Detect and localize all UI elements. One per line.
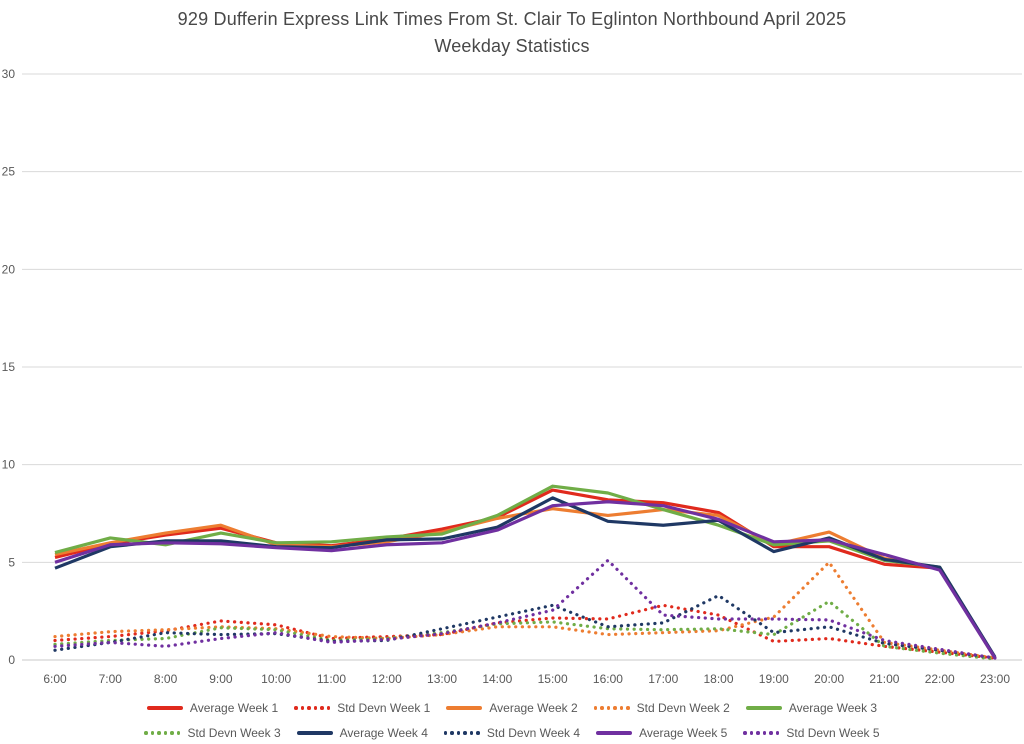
- series-lines: [53, 484, 997, 661]
- y-tick-label: 25: [2, 165, 16, 179]
- x-tick-label: 23:00: [980, 672, 1010, 686]
- series-line-average-week-3: [54, 484, 997, 659]
- legend-item-average-week-4: Average Week 4: [296, 726, 428, 740]
- x-tick-label: 6:00: [43, 672, 67, 686]
- legend-label: Std Devn Week 5: [786, 726, 880, 740]
- legend-item-std-devn-week-3: Std Devn Week 3: [144, 726, 281, 740]
- legend-dotted-line-swatch: [593, 706, 630, 710]
- x-tick-label: 19:00: [759, 672, 789, 686]
- series-line-std-devn-week-1: [53, 603, 997, 660]
- series-line-average-week-1: [54, 488, 997, 659]
- legend-item-average-week-3: Average Week 3: [745, 701, 878, 715]
- legend-solid-line-swatch: [745, 706, 782, 710]
- x-tick-label: 20:00: [814, 672, 844, 686]
- y-tick-label: 15: [2, 360, 16, 374]
- y-tick-label: 0: [8, 653, 15, 667]
- x-tick-label: 17:00: [648, 672, 678, 686]
- x-tick-label: 22:00: [925, 672, 955, 686]
- legend-solid-line-swatch: [146, 706, 183, 710]
- x-tick-label: 16:00: [593, 672, 623, 686]
- chart-title-line1: 929 Dufferin Express Link Times From St.…: [177, 9, 847, 29]
- chart-legend-row-1: Average Week 1 Std Devn Week 1 Average Wee…: [0, 701, 1024, 715]
- legend-label: Average Week 2: [489, 701, 578, 715]
- legend-item-average-week-2: Average Week 2: [446, 701, 578, 715]
- legend-label: Average Week 5: [639, 726, 728, 740]
- legend-item-std-devn-week-4: Std Devn Week 4: [443, 726, 581, 740]
- x-tick-label: 12:00: [372, 672, 402, 686]
- legend-dotted-line-swatch: [743, 731, 780, 735]
- x-tick-label: 10:00: [261, 672, 291, 686]
- legend-solid-line-swatch: [596, 731, 633, 735]
- x-tick-label: 13:00: [427, 672, 457, 686]
- legend-label: Std Devn Week 1: [337, 701, 431, 715]
- x-tick-label: 7:00: [99, 672, 123, 686]
- x-tick-label: 14:00: [482, 672, 512, 686]
- x-tick-label: 11:00: [317, 672, 346, 686]
- legend-item-average-week-5: Average Week 5: [596, 726, 727, 740]
- legend-item-std-devn-week-2: Std Devn Week 2: [593, 701, 730, 715]
- x-tick-label: 8:00: [154, 672, 178, 686]
- legend-item-std-devn-week-1: Std Devn Week 1: [294, 701, 430, 715]
- legend-solid-line-swatch: [446, 706, 483, 710]
- chart-title: 929 Dufferin Express Link Times From St.…: [0, 6, 1024, 60]
- legend-label: Average Week 4: [339, 726, 428, 740]
- y-tick-label: 10: [2, 458, 16, 472]
- x-tick-label: 18:00: [704, 672, 734, 686]
- x-tick-label: 15:00: [538, 672, 568, 686]
- y-tick-label: 5: [8, 555, 15, 569]
- link-times-line-chart: 0 5 10 15 20 25 30 6:00 7:00 8:00 9:00 10:00 11:00 12…: [2, 67, 1022, 686]
- legend-dotted-line-swatch: [443, 731, 480, 735]
- series-line-average-week-5: [54, 500, 997, 659]
- x-tick-label: 21:00: [869, 672, 899, 686]
- y-tick-label: 20: [2, 262, 16, 276]
- legend-label: Std Devn Week 3: [187, 726, 281, 740]
- gridlines: [22, 73, 1022, 661]
- legend-dotted-line-swatch: [144, 731, 181, 735]
- y-axis-tick-labels: 0 5 10 15 20 25 30: [2, 67, 16, 667]
- legend-label: Average Week 1: [189, 701, 279, 715]
- chart-legend-row-2: Std Devn Week 3 Average Week 4 Std Devn We…: [0, 726, 1024, 740]
- legend-item-std-devn-week-5: Std Devn Week 5: [743, 726, 880, 740]
- series-line-std-devn-week-5: [53, 558, 997, 660]
- legend-item-average-week-1: Average Week 1: [146, 701, 279, 715]
- legend-label: Std Devn Week 2: [636, 701, 730, 715]
- legend-label: Std Devn Week 4: [486, 726, 581, 740]
- series-line-std-devn-week-4: [53, 593, 997, 660]
- x-axis-tick-labels: 6:00 7:00 8:00 9:00 10:00 11:00 12:00 13:00 14:0…: [43, 672, 1010, 686]
- series-line-std-devn-week-2: [53, 560, 997, 660]
- y-tick-label: 30: [2, 67, 16, 81]
- x-tick-label: 9:00: [209, 672, 233, 686]
- chart-title-line2: Weekday Statistics: [434, 36, 590, 56]
- legend-dotted-line-swatch: [294, 706, 331, 710]
- legend-solid-line-swatch: [296, 731, 333, 735]
- legend-label: Average Week 3: [788, 701, 878, 715]
